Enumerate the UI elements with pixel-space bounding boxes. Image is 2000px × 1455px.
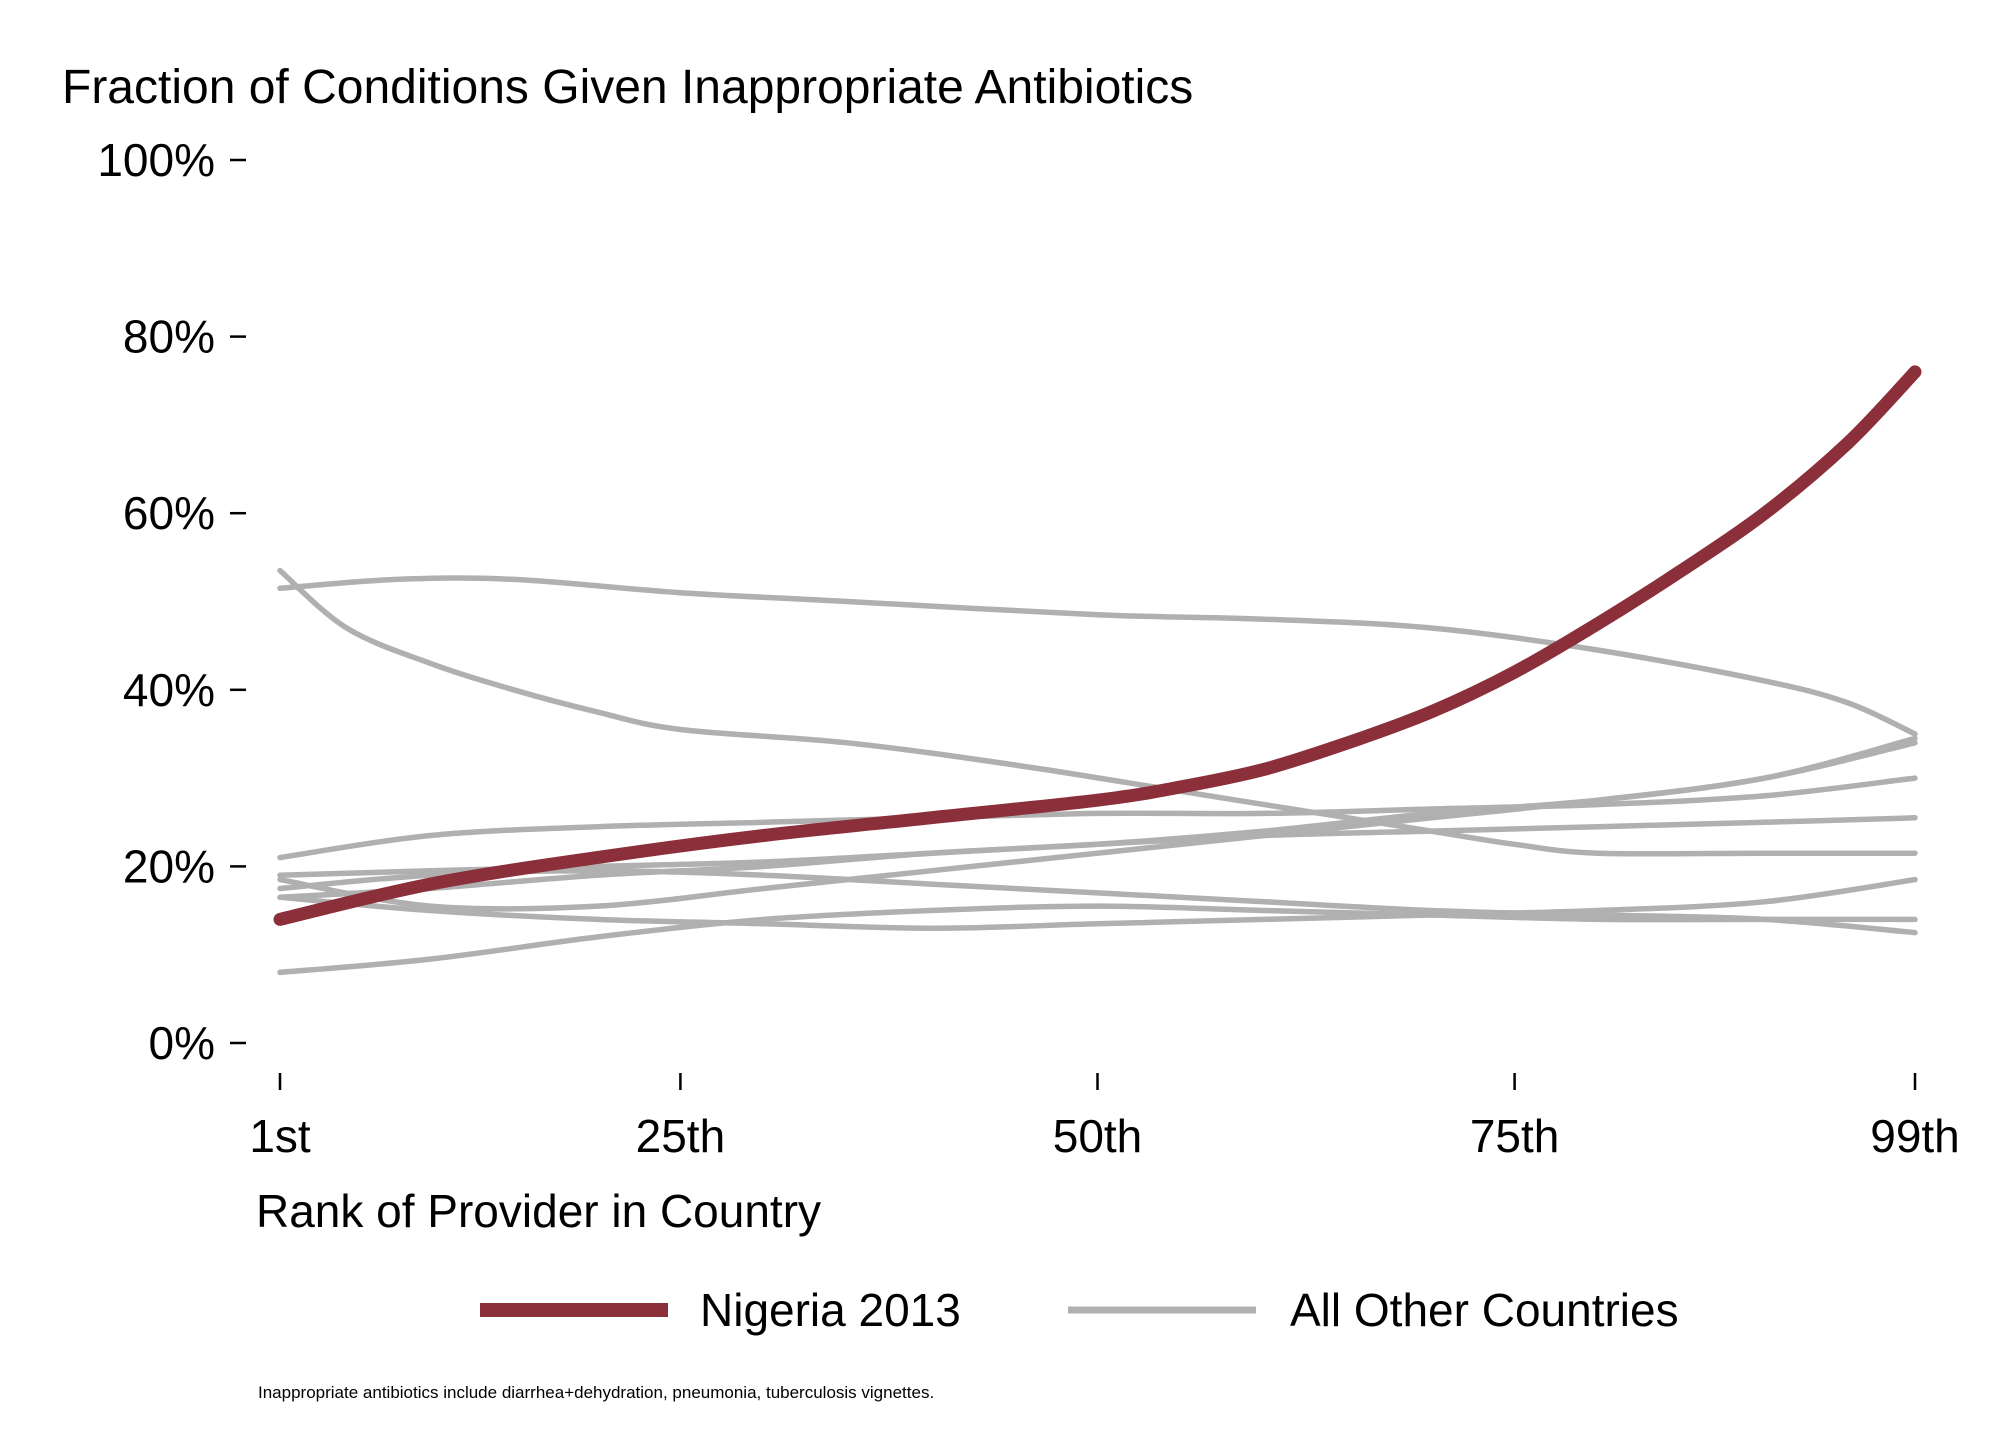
- other-country-line-6: [277, 740, 1918, 901]
- y-axis: 0% 20% 40% 60% 80% 100%: [97, 134, 246, 1069]
- other-country-line-1: [277, 575, 1918, 737]
- x-tick-label: 50th: [1053, 1110, 1143, 1162]
- y-tick-label: 20%: [123, 840, 215, 892]
- footnote: Inappropriate antibiotics include diarrh…: [258, 1383, 934, 1402]
- y-tick-label: 60%: [123, 487, 215, 539]
- x-tick-label: 99th: [1870, 1110, 1960, 1162]
- x-tick-label: 75th: [1470, 1110, 1560, 1162]
- x-axis-label: Rank of Provider in Country: [256, 1185, 821, 1237]
- x-axis: 1st 25th 50th 75th 99th: [249, 1073, 1960, 1162]
- y-tick-label: 40%: [123, 664, 215, 716]
- y-tick-label: 80%: [123, 311, 215, 363]
- x-tick-label: 1st: [249, 1110, 311, 1162]
- legend-label-other: All Other Countries: [1290, 1284, 1679, 1336]
- y-tick-label: 100%: [97, 134, 215, 186]
- other-countries-lines: [277, 567, 1918, 976]
- other-country-line-9: [277, 903, 1918, 976]
- legend-label-nigeria: Nigeria 2013: [700, 1284, 961, 1336]
- other-country-line-3: [277, 775, 1918, 861]
- y-tick-label: 0%: [149, 1017, 215, 1069]
- other-country-line-8: [277, 876, 1918, 931]
- legend: Nigeria 2013 All Other Countries: [480, 1284, 1679, 1336]
- nigeria-line-group: [273, 365, 1922, 926]
- other-country-line-2: [277, 567, 1918, 857]
- x-tick-label: 25th: [636, 1110, 726, 1162]
- chart-title: Fraction of Conditions Given Inappropria…: [62, 61, 1193, 114]
- nigeria-2013-line: [273, 365, 1922, 926]
